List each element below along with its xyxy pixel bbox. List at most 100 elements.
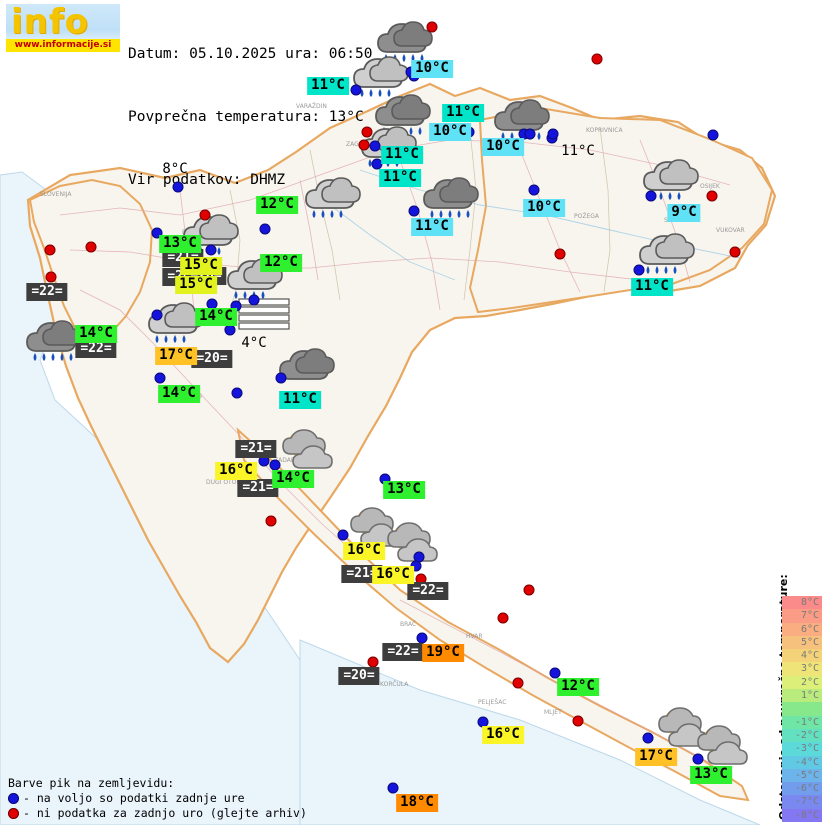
legend-red-text: - ni podatka za zadnjo uro (glejte arhiv… bbox=[23, 806, 307, 820]
station-dot-available[interactable] bbox=[410, 560, 422, 572]
station-dot-available[interactable] bbox=[549, 667, 561, 679]
station-dot-missing[interactable] bbox=[572, 715, 584, 727]
station-dot-missing[interactable] bbox=[554, 248, 566, 260]
station-dot-available[interactable] bbox=[206, 298, 218, 310]
temperature-label: 11°C bbox=[381, 146, 423, 164]
station-dot-missing[interactable] bbox=[45, 271, 57, 283]
station-dot-missing[interactable] bbox=[265, 515, 277, 527]
station-dot-available[interactable] bbox=[518, 128, 530, 140]
wind-label: =22= bbox=[407, 582, 449, 600]
temperature-label: 18°C bbox=[396, 794, 438, 812]
station-dot-available[interactable] bbox=[269, 459, 281, 471]
station-dot-available[interactable] bbox=[205, 244, 217, 256]
station-dot-available[interactable] bbox=[275, 372, 287, 384]
wind-label: =22= bbox=[26, 283, 68, 301]
svg-text:VUKOVAR: VUKOVAR bbox=[716, 227, 745, 234]
temperature-label: 14°C bbox=[75, 325, 117, 343]
station-dot-available[interactable] bbox=[405, 66, 417, 78]
station-dot-available[interactable] bbox=[642, 732, 654, 744]
station-dot-missing[interactable] bbox=[415, 573, 427, 585]
wind-label: =21= bbox=[237, 479, 279, 497]
temperature-label: 13°C bbox=[383, 481, 425, 499]
station-dot-available[interactable] bbox=[151, 227, 163, 239]
station-dot-missing[interactable] bbox=[706, 190, 718, 202]
svg-text:OSIJEK: OSIJEK bbox=[700, 183, 721, 190]
station-dot-available[interactable] bbox=[151, 309, 163, 321]
station-dot-missing[interactable] bbox=[523, 584, 535, 596]
station-dot-available[interactable] bbox=[416, 632, 428, 644]
temperature-label: 10°C bbox=[523, 199, 565, 217]
station-dot-available[interactable] bbox=[230, 300, 242, 312]
station-dot-available[interactable] bbox=[528, 184, 540, 196]
header-date: Datum: 05.10.2025 ura: 06:50 bbox=[128, 46, 373, 62]
header-info: Datum: 05.10.2025 ura: 06:50 Povprečna t… bbox=[128, 2, 372, 233]
station-dot-available[interactable] bbox=[369, 140, 381, 152]
header-average-temp: Povprečna temperatura: 13°C bbox=[128, 109, 364, 125]
station-dot-missing[interactable] bbox=[426, 21, 438, 33]
weather-icon-sun-cloud bbox=[690, 720, 754, 776]
temperature-label: 15°C bbox=[175, 276, 217, 294]
logo-url-bar: www.informacije.si bbox=[6, 39, 120, 52]
svg-text:PELJEŠAC: PELJEŠAC bbox=[478, 699, 506, 706]
scale-title-wrap: Odstopanje od povprečne temperature: bbox=[764, 574, 790, 822]
map-region-borders bbox=[223, 127, 611, 331]
station-dot-available[interactable] bbox=[259, 223, 271, 235]
station-dot-available[interactable] bbox=[633, 264, 645, 276]
station-dot-available[interactable] bbox=[224, 324, 236, 336]
scale-band: -3°C bbox=[782, 742, 822, 756]
station-dot-available[interactable] bbox=[645, 190, 657, 202]
station-dot-available[interactable] bbox=[172, 181, 184, 193]
legend-row-red: - ni podatka za zadnjo uro (glejte arhiv… bbox=[8, 806, 307, 821]
station-dot-available[interactable] bbox=[524, 128, 536, 140]
temperature-label: 11°C bbox=[631, 278, 673, 296]
temperature-label: 14°C bbox=[272, 470, 314, 488]
svg-text:MLJET: MLJET bbox=[544, 709, 562, 716]
station-dot-available[interactable] bbox=[248, 294, 260, 306]
station-dot-available[interactable] bbox=[413, 551, 425, 563]
temperature-label: 14°C bbox=[195, 308, 237, 326]
station-dot-missing[interactable] bbox=[512, 677, 524, 689]
svg-text:KORČULA: KORČULA bbox=[380, 681, 409, 688]
station-dot-available[interactable] bbox=[387, 782, 399, 794]
station-dot-available[interactable] bbox=[337, 529, 349, 541]
temperature-label: 13°C bbox=[159, 235, 201, 253]
scale-band bbox=[782, 702, 822, 716]
station-dot-missing[interactable] bbox=[591, 53, 603, 65]
station-dot-available[interactable] bbox=[408, 205, 420, 217]
weather-icon-cloud-dark bbox=[276, 345, 340, 401]
station-dot-missing[interactable] bbox=[358, 139, 370, 151]
temperature-label: 11°C bbox=[411, 218, 453, 236]
legend-blue-text: - na voljo so podatki zadnje ure bbox=[23, 791, 245, 805]
scale-band: -5°C bbox=[782, 768, 822, 783]
station-dot-available[interactable] bbox=[692, 753, 704, 765]
temperature-label: 12°C bbox=[260, 254, 302, 272]
station-dot-missing[interactable] bbox=[44, 244, 56, 256]
station-dot-available[interactable] bbox=[379, 473, 391, 485]
site-logo[interactable]: info www.informacije.si bbox=[6, 4, 120, 52]
temperature-label: 16°C bbox=[482, 726, 524, 744]
station-dot-available[interactable] bbox=[231, 387, 243, 399]
scale-band: -6°C bbox=[782, 782, 822, 796]
station-dot-missing[interactable] bbox=[729, 246, 741, 258]
station-dot-available[interactable] bbox=[154, 372, 166, 384]
station-dot-available[interactable] bbox=[547, 128, 559, 140]
station-dot-missing[interactable] bbox=[85, 241, 97, 253]
temperature-anomaly-scale: 8°C 7°C 6°C 5°C 4°C 3°C 2°C 1°C -1°C -2°C -3°C -4°C… bbox=[782, 596, 822, 823]
station-dot-missing[interactable] bbox=[497, 612, 509, 624]
station-dot-available[interactable] bbox=[350, 84, 362, 96]
temperature-label: 17°C bbox=[635, 748, 677, 766]
scale-band: 1°C bbox=[782, 689, 822, 703]
scale-band: 6°C bbox=[782, 622, 822, 636]
station-dot-available[interactable] bbox=[371, 158, 383, 170]
station-dot-missing[interactable] bbox=[199, 209, 211, 221]
weather-icon-rain-heavy bbox=[23, 317, 87, 373]
temperature-label: 16°C bbox=[215, 462, 257, 480]
station-dot-missing[interactable] bbox=[361, 126, 373, 138]
station-dot-available[interactable] bbox=[477, 716, 489, 728]
station-dot-available[interactable] bbox=[258, 455, 270, 467]
scale-band: -7°C bbox=[782, 795, 822, 809]
scale-band: 2°C bbox=[782, 675, 822, 690]
weather-icon-sun-cloud bbox=[343, 502, 407, 558]
station-dot-available[interactable] bbox=[707, 129, 719, 141]
station-dot-missing[interactable] bbox=[367, 656, 379, 668]
